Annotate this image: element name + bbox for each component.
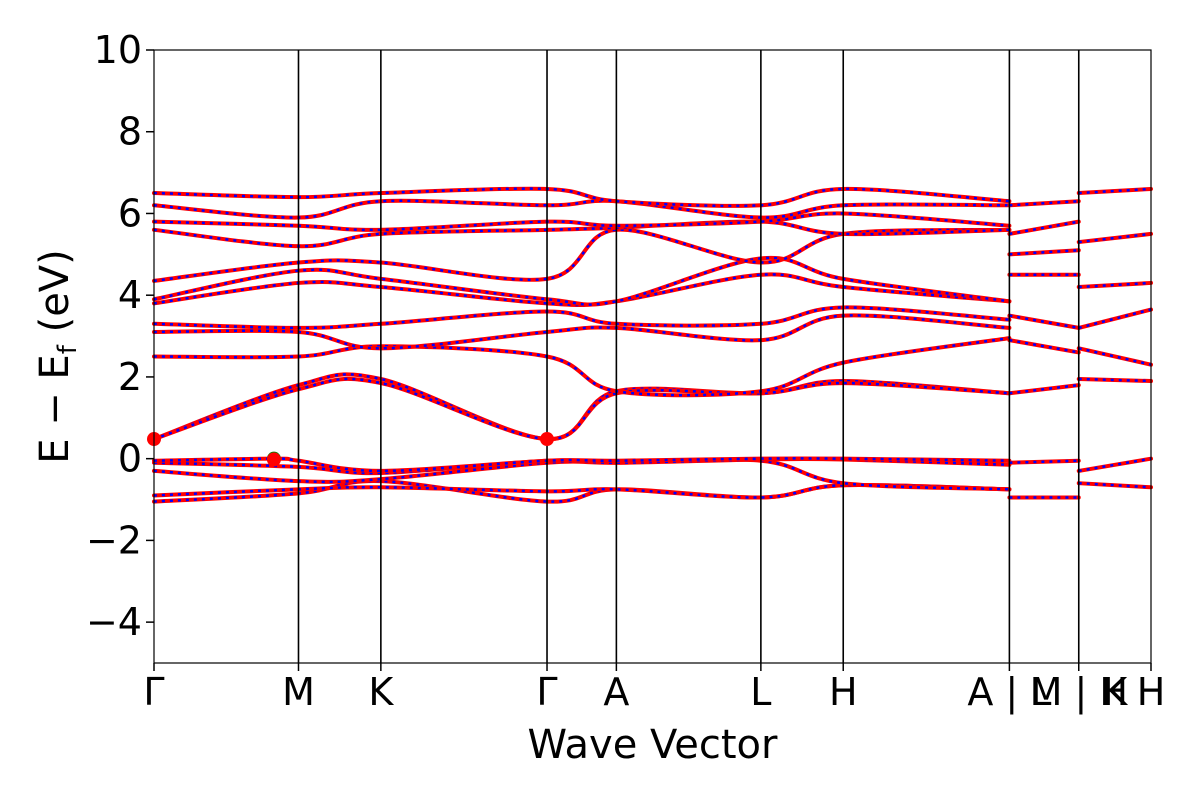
band-26-spin-up	[1076, 456, 1153, 473]
band-24-spin-down	[1009, 220, 1079, 236]
band-32-spin-up	[1076, 231, 1153, 245]
x-tick-label-4: A	[603, 670, 629, 714]
x-tick-label-0: Γ	[143, 670, 164, 714]
band-7-spin-down	[153, 336, 1010, 397]
y-tick-label-2: 0	[118, 437, 142, 481]
band-6-spin-up	[152, 376, 1012, 442]
y-tick-label-3: 2	[118, 355, 142, 399]
band-23-spin-down	[1009, 248, 1079, 256]
y-axis-title-main: E − E	[32, 354, 78, 464]
band-19-spin-down	[1009, 383, 1079, 395]
y-tick-label-0: −4	[86, 600, 142, 644]
y-tick-label-5: 6	[118, 191, 142, 235]
plot-frame	[153, 49, 1152, 664]
x-tick-label-1: M	[282, 670, 315, 714]
band-25-spin-down	[1009, 199, 1079, 207]
y-axis: −4 −2 0 2 4 6 8 10	[86, 28, 154, 644]
bands-layer	[152, 186, 1153, 504]
band-30-spin-up	[1076, 307, 1153, 330]
band-10-spin-up	[152, 272, 1012, 308]
band-20-spin-down	[1009, 338, 1079, 354]
band-21-spin-down	[1009, 314, 1079, 330]
x-tick-label-10: H	[1137, 670, 1166, 714]
band-29-spin-up	[1076, 346, 1153, 367]
x-tick-label-3: Γ	[536, 670, 557, 714]
x-tick-label-9: K	[1102, 670, 1128, 714]
y-axis-title-tail: (eV)	[32, 249, 78, 345]
x-tick-label-5: L	[750, 670, 771, 714]
band-18-spin-down	[1009, 459, 1079, 465]
band-6-spin-down	[153, 377, 1010, 441]
y-tick-label-6: 8	[118, 110, 142, 154]
x-tick-label-7: A | L	[967, 670, 1051, 715]
band-7-spin-up	[152, 336, 1012, 398]
band-8-spin-down	[153, 314, 1010, 350]
y-tick-label-4: 4	[118, 273, 142, 317]
kpoint-lines	[297, 50, 1080, 663]
y-tick-label-7: 10	[94, 28, 142, 72]
cbm-gamma-mid	[540, 432, 555, 447]
band-28-spin-up	[1076, 376, 1153, 384]
band-31-spin-up	[1076, 280, 1153, 290]
band-4-spin-down	[153, 457, 1010, 473]
y-tick-label-1: −2	[86, 518, 142, 562]
x-tick-label-6: H	[829, 670, 858, 714]
x-axis-title: Wave Vector	[528, 722, 779, 768]
x-tick-label-2: K	[368, 670, 394, 714]
band-2-spin-up	[152, 457, 1012, 492]
band-33-spin-up	[1076, 186, 1153, 196]
band-27-spin-up	[1076, 481, 1153, 490]
x-tick-label-8: M | H	[1030, 670, 1128, 715]
y-axis-title-subscript: f	[53, 344, 83, 354]
band-edge-markers	[147, 432, 555, 467]
vbm-near-M-red	[266, 452, 281, 467]
y-axis-title: E − Ef (eV)	[32, 249, 83, 464]
